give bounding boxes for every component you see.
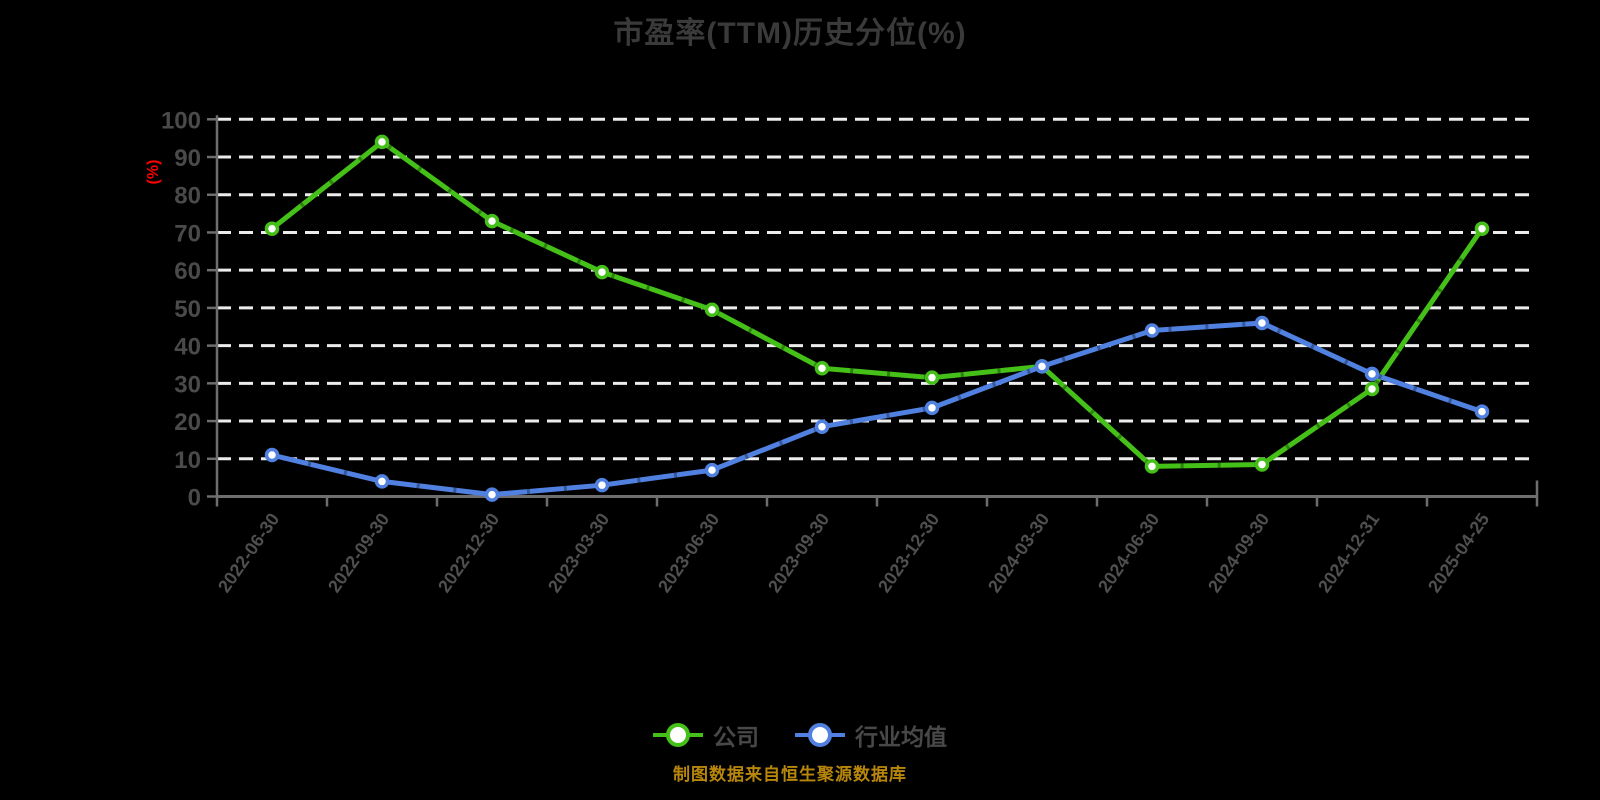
- series-line-行业均值: [269, 320, 1485, 498]
- x-tick-label: 2022-06-30: [214, 509, 283, 596]
- series-line-公司: [269, 139, 1485, 469]
- x-tick-label: 2023-12-30: [874, 509, 943, 596]
- series-line-texture: [271, 320, 1483, 498]
- data-point-marker: [1474, 221, 1490, 236]
- legend-item-industry-average[interactable]: 行业均值: [795, 718, 947, 752]
- data-point-marker: [374, 134, 390, 150]
- legend-label: 公司: [713, 724, 759, 750]
- data-point-marker: [1034, 359, 1050, 374]
- data-point-marker: [1364, 366, 1380, 382]
- line-chart-canvas: 0 10 20 30 40 50 60 70 80 90 100 2022-06-30 2022-09-…: [145, 107, 1539, 596]
- data-point-marker: [924, 370, 940, 385]
- x-tick-label: 2022-12-30: [434, 509, 503, 596]
- legend-label: 行业均值: [855, 724, 947, 750]
- y-tick-label: 50: [174, 296, 201, 323]
- y-axis-unit-label: (%): [145, 160, 162, 185]
- data-point-marker: [814, 361, 830, 376]
- data-point-marker: [264, 221, 280, 236]
- y-tick-label: 80: [174, 183, 201, 210]
- data-point-marker: [1364, 381, 1380, 397]
- data-point-marker: [264, 447, 280, 463]
- data-source-note: 制图数据来自恒生聚源数据库: [673, 765, 907, 784]
- x-tick-label: 2022-09-30: [324, 509, 393, 596]
- data-point-marker: [1474, 404, 1490, 419]
- data-point-marker: [594, 264, 610, 280]
- data-point-marker: [484, 213, 500, 229]
- y-tick-label: 100: [161, 107, 201, 134]
- data-point-marker: [374, 474, 390, 489]
- series-marker-icon: [653, 721, 703, 749]
- data-point-marker: [1254, 457, 1270, 472]
- x-tick-label: 2023-03-30: [544, 509, 613, 596]
- data-point-marker: [1254, 315, 1270, 331]
- y-tick-label: 0: [188, 485, 201, 512]
- x-tick-label: 2025-04-25: [1424, 509, 1493, 596]
- y-tick-label: 70: [174, 220, 201, 247]
- y-tick-label: 10: [174, 447, 201, 474]
- chart-legend: 公司 行业均值: [0, 718, 1600, 752]
- data-point-marker: [1144, 323, 1160, 338]
- data-point-marker: [704, 302, 720, 318]
- x-tick-label: 2024-09-30: [1204, 509, 1273, 596]
- data-point-marker: [924, 400, 940, 416]
- data-point-marker: [814, 419, 830, 434]
- data-point-marker: [594, 477, 610, 493]
- legend-item-company[interactable]: 公司: [653, 718, 759, 752]
- series-marker-icon: [795, 721, 845, 749]
- x-tick-label: 2024-06-30: [1094, 509, 1163, 596]
- x-tick-label: 2023-06-30: [654, 509, 723, 596]
- y-tick-label: 30: [174, 371, 201, 398]
- data-point-marker: [484, 487, 500, 502]
- data-point-marker: [1144, 459, 1160, 474]
- data-point-marker: [704, 462, 720, 478]
- x-tick-label: 2024-12-31: [1314, 509, 1383, 596]
- chart-title: 市盈率(TTM)历史分位(%): [613, 17, 967, 50]
- y-tick-label: 40: [174, 334, 201, 361]
- x-tick-label: 2023-09-30: [764, 509, 833, 596]
- y-tick-label: 20: [174, 409, 201, 436]
- x-tick-label: 2024-03-30: [984, 509, 1053, 596]
- y-tick-label: 90: [174, 145, 201, 172]
- y-tick-label: 60: [174, 258, 201, 285]
